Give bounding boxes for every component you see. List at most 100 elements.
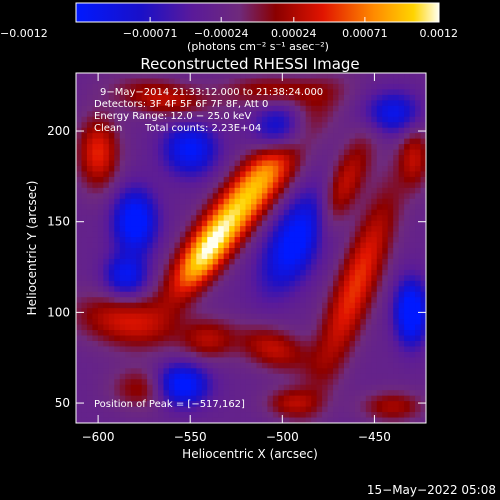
heatmap-cell: [240, 144, 246, 150]
heatmap-cell: [81, 242, 88, 249]
heatmap-cell: [218, 127, 225, 134]
heatmap-cell: [158, 133, 164, 140]
heatmap-cell: [119, 384, 126, 391]
heatmap-cell: [398, 362, 405, 369]
heatmap-cell: [240, 149, 246, 156]
heatmap-cell: [92, 340, 99, 347]
heatmap-cell: [218, 138, 225, 145]
heatmap-cell: [141, 155, 148, 161]
heatmap-cell: [267, 412, 274, 418]
heatmap-cell: [136, 111, 143, 118]
heatmap-cell: [81, 248, 88, 254]
heatmap-cell: [245, 149, 252, 156]
heatmap-cell: [81, 204, 88, 211]
heatmap-cell: [294, 226, 301, 232]
heatmap-cell: [185, 165, 192, 172]
heatmap-cell: [103, 116, 110, 123]
heatmap-cell: [174, 111, 181, 118]
heatmap-cell: [168, 253, 175, 260]
heatmap-cell: [158, 160, 164, 167]
heatmap-cell: [125, 105, 132, 112]
heatmap-cell: [294, 406, 301, 413]
heatmap-cell: [168, 335, 175, 342]
heatmap-cell: [272, 220, 279, 227]
heatmap-cell: [223, 138, 230, 145]
heatmap-cell: [212, 412, 219, 418]
heatmap-cell: [141, 291, 148, 298]
heatmap-cell: [152, 100, 159, 107]
heatmap-cell: [212, 149, 219, 156]
heatmap-cell: [322, 373, 328, 380]
heatmap-cell: [420, 138, 427, 145]
heatmap-cell: [97, 379, 104, 386]
heatmap-cell: [97, 149, 104, 156]
heatmap-cell: [420, 395, 427, 402]
heatmap-cell: [409, 160, 416, 167]
heatmap-cell: [97, 395, 104, 402]
heatmap-cell: [251, 258, 257, 265]
heatmap-cell: [179, 351, 186, 358]
heatmap-cell: [365, 83, 372, 90]
heatmap-cell: [338, 89, 345, 96]
heatmap-cell: [223, 231, 230, 238]
heatmap-cell: [147, 417, 153, 424]
heatmap-cell: [141, 149, 148, 156]
heatmap-cell: [234, 215, 241, 222]
heatmap-cell: [240, 412, 246, 418]
heatmap-cell: [278, 204, 285, 211]
heatmap-cell: [201, 187, 208, 194]
heatmap-cell: [316, 231, 323, 238]
heatmap-cell: [190, 335, 197, 342]
heatmap-cell: [365, 308, 372, 315]
heatmap-cell: [158, 368, 164, 375]
heatmap-cell: [360, 78, 367, 85]
heatmap-cell: [311, 357, 318, 364]
heatmap-cell: [130, 264, 137, 271]
heatmap-cell: [387, 122, 394, 129]
heatmap-cell: [136, 144, 143, 150]
heatmap-cell: [196, 340, 203, 347]
heatmap-cell: [196, 149, 203, 156]
heatmap-cell: [256, 340, 263, 347]
heatmap-cell: [333, 209, 339, 216]
heatmap-cell: [278, 149, 285, 156]
heatmap-cell: [179, 313, 186, 320]
heatmap-cell: [119, 204, 126, 211]
heatmap-cell: [76, 368, 82, 375]
heatmap-cell: [294, 264, 301, 271]
heatmap-cell: [387, 258, 394, 265]
heatmap-cell: [360, 215, 367, 222]
heatmap-cell: [152, 122, 159, 129]
heatmap-cell: [119, 149, 126, 156]
heatmap-cell: [256, 122, 263, 129]
heatmap-cell: [343, 275, 350, 282]
heatmap-cell: [81, 379, 88, 386]
heatmap-cell: [223, 83, 230, 90]
heatmap-cell: [240, 83, 246, 90]
heatmap-cell: [251, 248, 257, 254]
heatmap-cell: [86, 412, 93, 418]
heatmap-cell: [354, 357, 361, 364]
heatmap-cell: [168, 215, 175, 222]
heatmap-cell: [158, 313, 164, 320]
heatmap-cell: [398, 357, 405, 364]
heatmap-cell: [76, 264, 82, 271]
heatmap-cell: [283, 176, 290, 183]
heatmap-cell: [240, 297, 246, 304]
heatmap-cell: [343, 182, 350, 189]
heatmap-cell: [185, 269, 192, 276]
heatmap-cell: [294, 308, 301, 315]
heatmap-cell: [404, 395, 410, 402]
heatmap-cell: [218, 226, 225, 232]
heatmap-cell: [338, 176, 345, 183]
heatmap-cell: [152, 149, 159, 156]
heatmap-cell: [289, 220, 296, 227]
heatmap-cell: [218, 417, 225, 424]
heatmap-cell: [97, 215, 104, 222]
heatmap-cell: [119, 275, 126, 282]
heatmap-cell: [343, 335, 350, 342]
heatmap-cell: [141, 127, 148, 134]
heatmap-cell: [245, 269, 252, 276]
heatmap-cell: [86, 89, 93, 96]
heatmap-cell: [179, 116, 186, 123]
